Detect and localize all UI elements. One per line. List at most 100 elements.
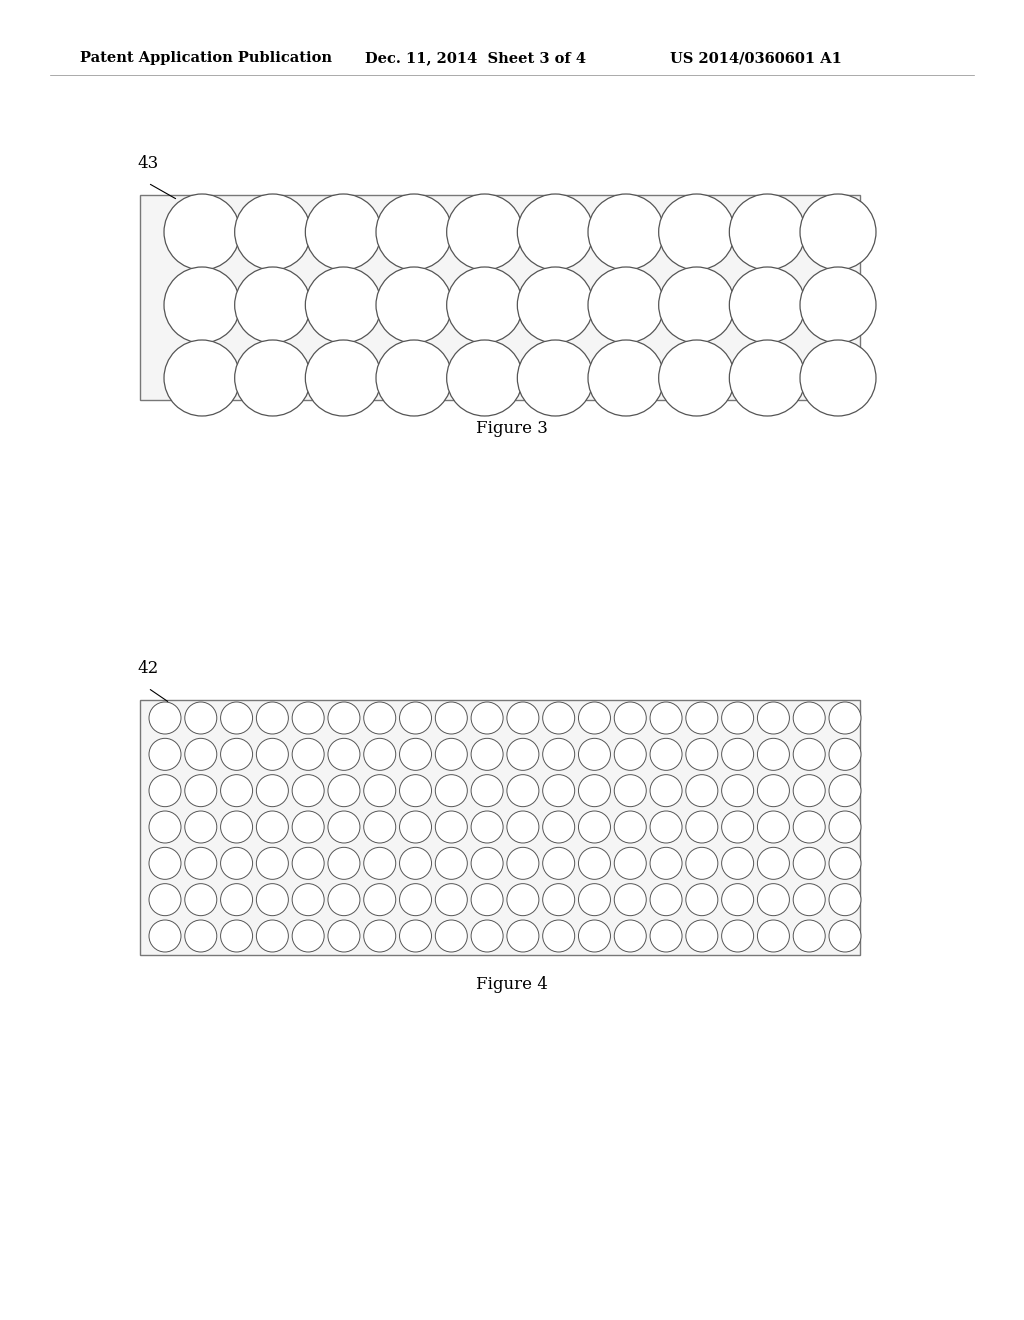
Circle shape [829, 738, 861, 771]
Circle shape [507, 738, 539, 771]
Circle shape [446, 267, 522, 343]
Circle shape [794, 702, 825, 734]
Circle shape [364, 810, 395, 843]
Text: 43: 43 [137, 154, 159, 172]
Circle shape [220, 847, 253, 879]
Circle shape [614, 920, 646, 952]
Circle shape [579, 775, 610, 807]
Circle shape [234, 194, 310, 271]
Circle shape [328, 847, 360, 879]
Circle shape [305, 341, 381, 416]
Circle shape [517, 341, 593, 416]
Circle shape [292, 738, 325, 771]
Circle shape [686, 810, 718, 843]
Circle shape [722, 883, 754, 916]
Circle shape [614, 775, 646, 807]
Circle shape [829, 702, 861, 734]
Circle shape [305, 267, 381, 343]
Circle shape [292, 810, 325, 843]
Circle shape [364, 775, 395, 807]
Circle shape [471, 920, 503, 952]
Circle shape [794, 920, 825, 952]
Circle shape [471, 810, 503, 843]
Circle shape [579, 920, 610, 952]
Circle shape [220, 702, 253, 734]
Circle shape [543, 702, 574, 734]
Circle shape [543, 883, 574, 916]
Circle shape [829, 920, 861, 952]
Circle shape [686, 702, 718, 734]
Circle shape [722, 810, 754, 843]
Circle shape [292, 847, 325, 879]
Circle shape [150, 847, 181, 879]
Circle shape [722, 775, 754, 807]
Circle shape [234, 267, 310, 343]
Circle shape [686, 920, 718, 952]
Text: Figure 3: Figure 3 [476, 420, 548, 437]
Circle shape [800, 194, 876, 271]
Circle shape [471, 702, 503, 734]
Circle shape [722, 847, 754, 879]
Circle shape [758, 738, 790, 771]
Circle shape [328, 920, 360, 952]
Circle shape [579, 702, 610, 734]
Circle shape [184, 738, 217, 771]
Circle shape [829, 775, 861, 807]
Circle shape [256, 810, 289, 843]
Circle shape [364, 920, 395, 952]
Circle shape [758, 920, 790, 952]
Circle shape [800, 267, 876, 343]
Circle shape [164, 194, 240, 271]
Circle shape [364, 847, 395, 879]
Circle shape [517, 194, 593, 271]
Circle shape [256, 738, 289, 771]
Circle shape [543, 738, 574, 771]
Circle shape [220, 738, 253, 771]
Circle shape [376, 341, 452, 416]
Circle shape [471, 883, 503, 916]
Circle shape [543, 775, 574, 807]
Circle shape [686, 775, 718, 807]
Circle shape [758, 810, 790, 843]
Circle shape [328, 810, 360, 843]
Circle shape [220, 775, 253, 807]
Circle shape [507, 702, 539, 734]
Circle shape [376, 267, 452, 343]
Circle shape [614, 883, 646, 916]
Circle shape [729, 267, 805, 343]
Circle shape [435, 883, 467, 916]
Circle shape [729, 341, 805, 416]
Circle shape [292, 775, 325, 807]
Circle shape [256, 702, 289, 734]
Circle shape [650, 775, 682, 807]
Circle shape [164, 341, 240, 416]
Circle shape [220, 920, 253, 952]
Circle shape [435, 810, 467, 843]
Circle shape [579, 810, 610, 843]
Circle shape [471, 738, 503, 771]
Circle shape [399, 883, 431, 916]
Circle shape [507, 883, 539, 916]
Circle shape [184, 775, 217, 807]
Circle shape [758, 847, 790, 879]
Circle shape [543, 847, 574, 879]
Circle shape [650, 847, 682, 879]
Circle shape [364, 702, 395, 734]
Circle shape [658, 267, 734, 343]
Text: Dec. 11, 2014  Sheet 3 of 4: Dec. 11, 2014 Sheet 3 of 4 [365, 51, 586, 65]
Circle shape [650, 883, 682, 916]
Circle shape [686, 738, 718, 771]
Circle shape [164, 267, 240, 343]
Circle shape [150, 810, 181, 843]
Circle shape [399, 738, 431, 771]
Circle shape [184, 810, 217, 843]
Circle shape [650, 920, 682, 952]
Circle shape [435, 702, 467, 734]
Circle shape [543, 920, 574, 952]
Circle shape [328, 883, 360, 916]
Circle shape [184, 702, 217, 734]
Circle shape [150, 775, 181, 807]
Text: Figure 4: Figure 4 [476, 975, 548, 993]
Circle shape [614, 738, 646, 771]
Circle shape [829, 847, 861, 879]
